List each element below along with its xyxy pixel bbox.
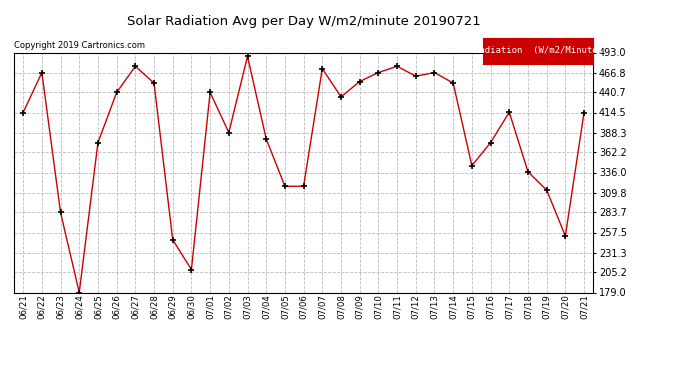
Text: Copyright 2019 Cartronics.com: Copyright 2019 Cartronics.com — [14, 41, 145, 50]
Text: Solar Radiation Avg per Day W/m2/minute 20190721: Solar Radiation Avg per Day W/m2/minute … — [127, 15, 480, 28]
Text: Radiation  (W/m2/Minute): Radiation (W/m2/Minute) — [474, 46, 602, 55]
